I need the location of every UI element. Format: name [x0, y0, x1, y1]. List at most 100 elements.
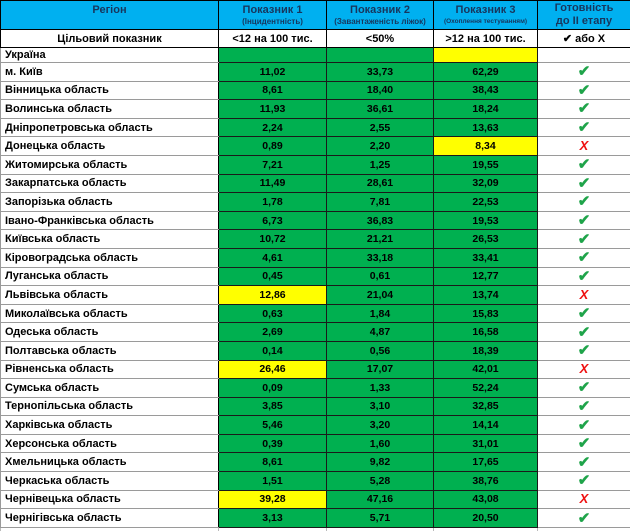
checkmark-icon: ✔: [537, 247, 630, 268]
indicator-1-cell: 10,72: [218, 229, 327, 249]
target-indicator-3: >12 на 100 тис.: [433, 29, 538, 48]
region-name-cell: Київська область: [0, 229, 219, 249]
indicator-1-cell: 0,09: [218, 378, 327, 398]
indicator-2-cell: 5,28: [326, 471, 434, 491]
table-row: Чернівецька область 39,28 47,16 43,08 Х: [0, 489, 630, 510]
indicator-1-cell: 6,73: [218, 210, 327, 231]
indicator-1-cell: 0,14: [218, 340, 327, 361]
indicator-3-cell: 20,50: [433, 508, 538, 528]
indicator-1-cell: 2,24: [218, 117, 327, 138]
checkmark-icon: ✔: [537, 192, 630, 212]
indicator-1-cell: 0,63: [218, 303, 327, 324]
table-row: Чернігівська область 3,13 5,71 20,50 ✔: [0, 508, 630, 528]
table-row: Івано-Франківська область 6,73 36,83 19,…: [0, 210, 630, 231]
indicator-3-cell: 22,53: [433, 192, 538, 212]
indicator-1-cell: 8,61: [218, 80, 327, 101]
indicator-3-cell: 38,43: [433, 80, 538, 101]
indicator-3-cell: 38,76: [433, 471, 538, 491]
indicator-3-cell: [433, 47, 538, 63]
cross-icon: Х: [537, 136, 630, 156]
table-row: Вінницька область 8,61 18,40 38,43 ✔: [0, 80, 630, 101]
indicator-1-cell: 1,51: [218, 471, 327, 491]
table-row: Кіровоградська область 4,61 33,18 33,41 …: [0, 247, 630, 268]
region-name-cell: Миколаївська область: [0, 303, 219, 324]
target-indicator-1: <12 на 100 тис.: [218, 29, 327, 48]
indicator-1-cell: 0,45: [218, 266, 327, 287]
cross-icon: Х: [537, 285, 630, 305]
region-name-cell: Луганська область: [0, 266, 219, 287]
indicator-3-cell: 62,29: [433, 62, 538, 82]
table-body: Україна м. Київ 11,02 33,73 62,29 ✔ Вінн…: [0, 47, 630, 531]
region-name-cell: Вінницька область: [0, 80, 219, 101]
header-readiness: Готовність до ІІ етапу: [537, 0, 630, 30]
indicator-2-cell: 2,20: [326, 136, 434, 156]
checkmark-icon: ✔: [537, 210, 630, 231]
region-name-cell: Кіровоградська область: [0, 247, 219, 268]
checkmark-icon: ✔: [537, 303, 630, 324]
indicator-3-cell: 19,53: [433, 210, 538, 231]
indicator-2-cell: 47,16: [326, 489, 434, 510]
indicator-2-cell: 21,21: [326, 229, 434, 249]
indicator-1-cell: 2,69: [218, 322, 327, 342]
indicator-1-cell: 4,61: [218, 247, 327, 268]
checkmark-icon: ✔: [537, 378, 630, 398]
region-name-cell: Чернівецька область: [0, 489, 219, 510]
region-name-cell: Рівненська область: [0, 359, 219, 380]
checkmark-icon: ✔: [537, 266, 630, 287]
checkmark-icon: ✔: [537, 433, 630, 454]
table-row: Тернопільська область 3,85 3,10 32,85 ✔: [0, 396, 630, 417]
indicator-2-cell: 4,87: [326, 322, 434, 342]
region-name-cell: Закарпатська область: [0, 173, 219, 194]
checkmark-icon: ✔: [537, 415, 630, 435]
checkmark-icon: ✔: [537, 117, 630, 138]
region-name-cell: Полтавська область: [0, 340, 219, 361]
indicator-2-cell: 1,33: [326, 378, 434, 398]
table-row: Донецька область 0,89 2,20 8,34 Х: [0, 136, 630, 156]
checkmark-icon: ✔: [537, 396, 630, 417]
region-name-cell: Запорізька область: [0, 192, 219, 212]
region-name-cell: Житомирська область: [0, 154, 219, 175]
region-name-cell: Дніпропетровська область: [0, 117, 219, 138]
indicator-3-cell: 43,08: [433, 489, 538, 510]
indicator-1-cell: 26,46: [218, 359, 327, 380]
indicator-2-cell: 18,40: [326, 80, 434, 101]
checkmark-icon: ✔: [537, 154, 630, 175]
header-indicator-2: Показник 2 (Завантаженість ліжок): [326, 0, 434, 30]
indicator-3-cell: 32,09: [433, 173, 538, 194]
indicator-3-cell: 19,55: [433, 154, 538, 175]
table-row: Рівненська область 26,46 17,07 42,01 Х: [0, 359, 630, 380]
table-row: Полтавська область 0,14 0,56 18,39 ✔: [0, 340, 630, 361]
target-row: Цільовий показник <12 на 100 тис. <50% >…: [0, 29, 630, 48]
indicator-1-cell: 11,49: [218, 173, 327, 194]
indicator-3-cell: 42,01: [433, 359, 538, 380]
region-name-cell: Чернігівська область: [0, 508, 219, 528]
target-readiness: ✔ або Х: [537, 29, 630, 48]
indicator-1-cell: 5,46: [218, 415, 327, 435]
header-indicator-3: Показник 3 (Охоплення тестуванням): [433, 0, 538, 30]
region-name-cell: Волинська область: [0, 99, 219, 119]
indicator-1-cell: 11,02: [218, 62, 327, 82]
checkmark-icon: ✔: [537, 173, 630, 194]
table-row: Сумська область 0,09 1,33 52,24 ✔: [0, 378, 630, 398]
indicator-2-cell: 33,18: [326, 247, 434, 268]
indicator-3-cell: 33,41: [433, 247, 538, 268]
region-name-cell: Херсонська область: [0, 433, 219, 454]
table-row: Черкаська область 1,51 5,28 38,76 ✔: [0, 471, 630, 491]
header-row: Регіон Показник 1 (Інцидентність) Показн…: [0, 0, 630, 30]
indicator-2-cell: 9,82: [326, 452, 434, 473]
region-name-cell: Черкаська область: [0, 471, 219, 491]
indicator-2-cell: 2,55: [326, 117, 434, 138]
indicator-3-cell: 13,63: [433, 117, 538, 138]
clipped-bottom-row: [0, 526, 630, 531]
indicator-2-cell: 1,60: [326, 433, 434, 454]
indicator-2-cell: 36,61: [326, 99, 434, 119]
target-label: Цільовий показник: [0, 29, 219, 48]
table-row: Україна: [0, 47, 630, 63]
indicator-2-cell: 7,81: [326, 192, 434, 212]
region-name-cell: Одеська область: [0, 322, 219, 342]
indicator-2-cell: 1,25: [326, 154, 434, 175]
indicator-3-cell: 15,83: [433, 303, 538, 324]
table-row: Львівська область 12,86 21,04 13,74 Х: [0, 285, 630, 305]
indicator-2-cell: 5,71: [326, 508, 434, 528]
